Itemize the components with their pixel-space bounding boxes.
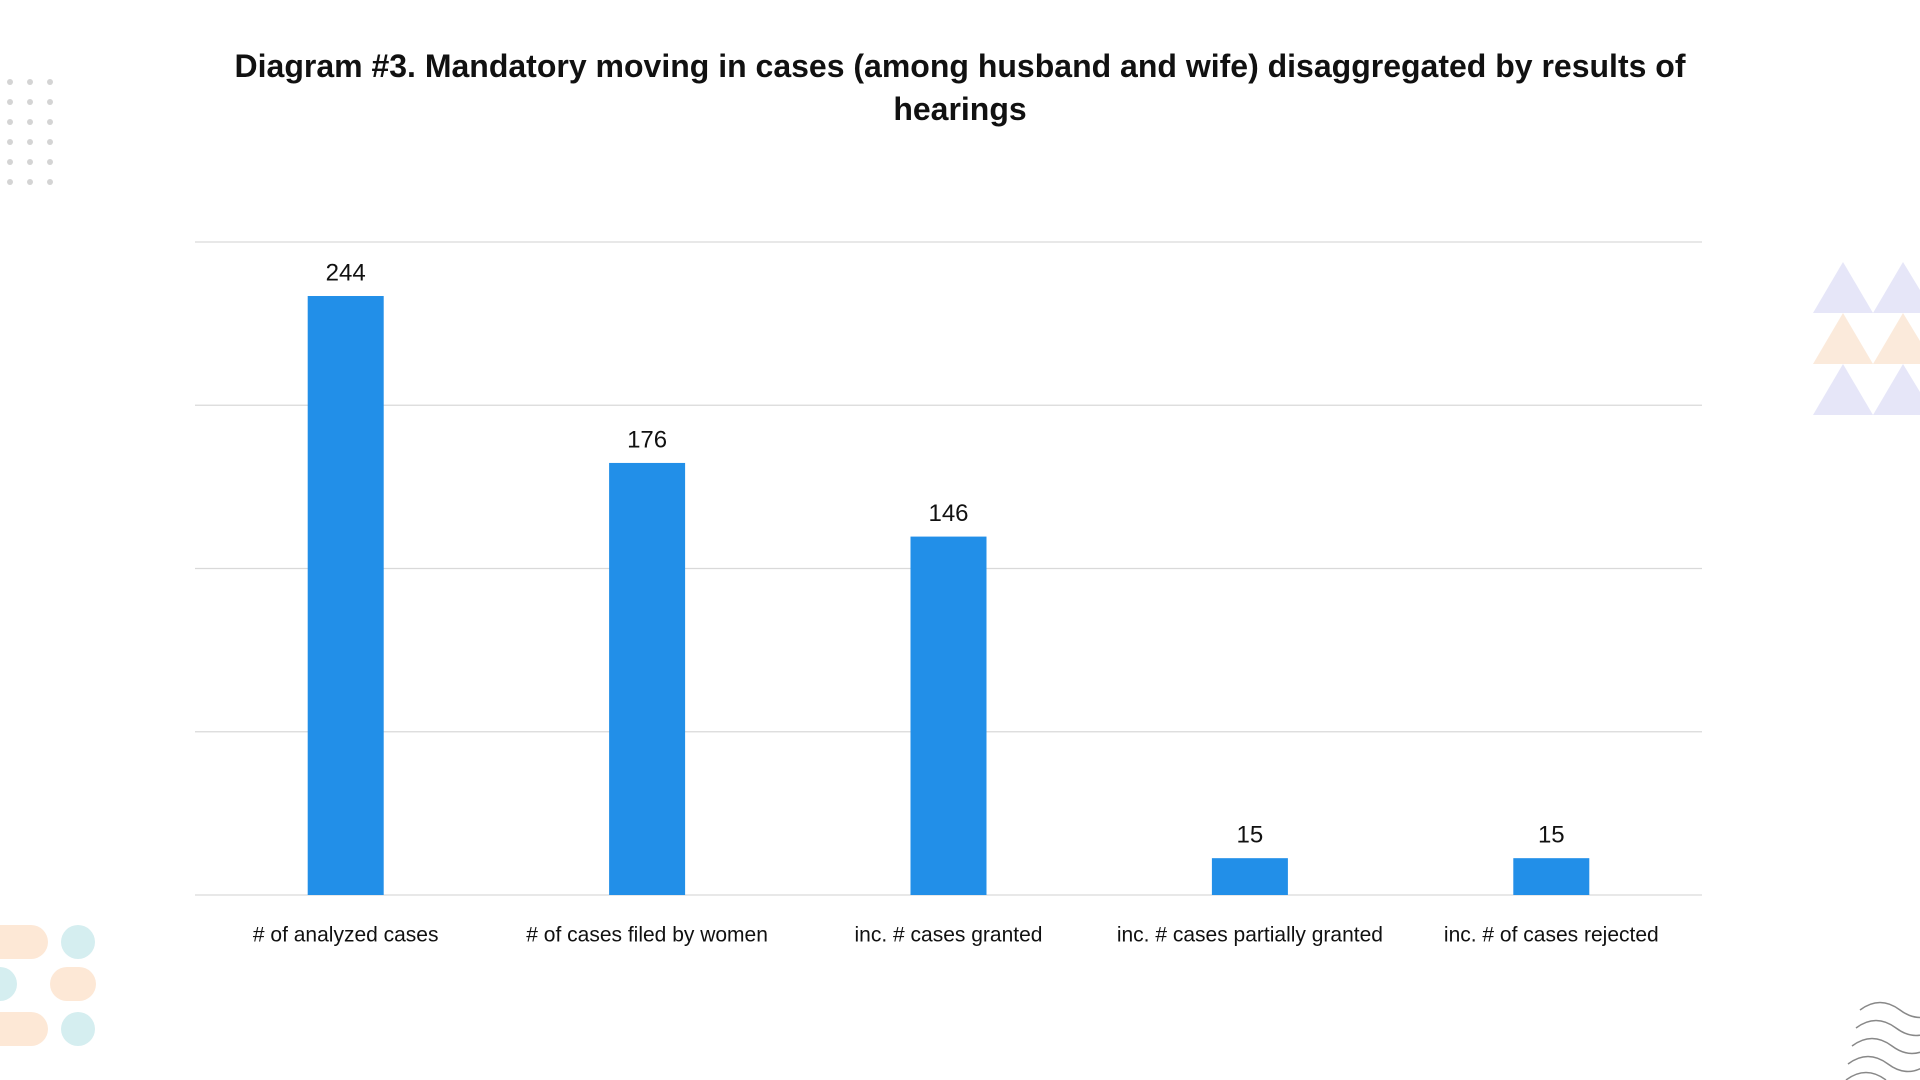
x-tick-label: inc. # of cases rejected xyxy=(1444,924,1659,947)
decoration xyxy=(1813,262,1920,415)
chart-title: Diagram #3. Mandatory moving in cases (a… xyxy=(235,48,1686,127)
x-tick-label: inc. # cases partially granted xyxy=(1117,924,1383,947)
bar xyxy=(307,296,384,895)
bar xyxy=(1513,858,1590,895)
bar xyxy=(1211,858,1288,895)
decoration xyxy=(1845,1001,1920,1080)
decoration xyxy=(0,925,96,1046)
x-tick-label: inc. # cases granted xyxy=(855,924,1043,947)
x-tick-label: # of cases filed by women xyxy=(526,924,768,947)
x-tick-label: # of analyzed cases xyxy=(253,924,439,947)
value-label: 146 xyxy=(928,500,968,527)
value-label: 176 xyxy=(627,426,667,453)
decoration xyxy=(7,79,53,185)
value-label: 15 xyxy=(1538,822,1565,849)
bar xyxy=(910,536,987,895)
value-label: 15 xyxy=(1237,822,1264,849)
bar xyxy=(609,462,686,895)
value-label: 244 xyxy=(326,259,366,286)
